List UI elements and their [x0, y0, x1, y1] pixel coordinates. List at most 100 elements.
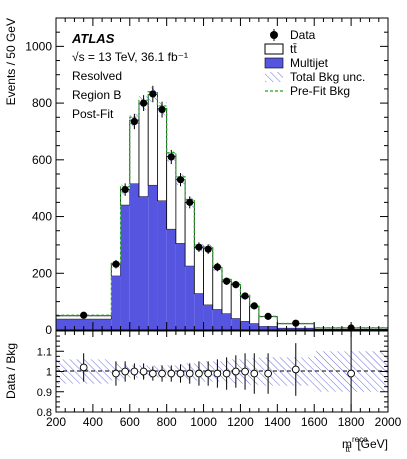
main-plot-panel: 0 200 400 600 800 1000 Events / 50 GeV: [4, 17, 389, 337]
legend-label-prefit: Pre-Fit Bkg: [290, 84, 350, 98]
data-point: [158, 106, 166, 114]
x-tick-label: 400: [83, 415, 103, 429]
ratio-point: [264, 369, 272, 378]
ttbar-bar: [166, 156, 177, 230]
ratio-y-axis-label: Data / Bkg: [4, 343, 18, 399]
ratio-y-tick-label: 1: [46, 367, 52, 379]
data-point: [167, 153, 175, 161]
data-point: [121, 186, 129, 194]
ttbar-bar: [138, 102, 149, 198]
multijet-bar: [157, 200, 167, 330]
data-point: [292, 319, 300, 327]
multijet-bar: [203, 305, 213, 330]
prefit-line: [56, 91, 388, 330]
ttbar-bar: [193, 247, 204, 295]
ttbar-bar: [240, 296, 251, 322]
ratio-point: [213, 369, 222, 378]
y-tick-label: 1000: [25, 39, 52, 53]
legend-entry-data: Data: [270, 28, 316, 42]
ttbar-bar: [129, 119, 140, 185]
multijet-bar: [185, 266, 195, 330]
legend-entry-ttbar: tt̄: [264, 42, 297, 56]
multijet-bar: [249, 323, 259, 330]
multijet-bar: [212, 309, 222, 330]
ratio-x-ticks: 200 400 600 800 1000 1200 1400 1600 1800 2000: [46, 331, 402, 429]
x-axis-label: mreco tt̄ [GeV]: [342, 435, 388, 454]
y-tick-label: 400: [32, 210, 52, 224]
x-tick-label: 1200: [227, 415, 254, 429]
legend: Data tt̄ Multijet Total Bkg unc. Pre-Fit…: [264, 28, 365, 98]
legend-entry-multijet: Multijet: [264, 56, 329, 70]
ratio-point: [79, 363, 88, 372]
ratio-y-tick-label: 0.8: [37, 407, 52, 419]
legend-label-unc: Total Bkg unc.: [290, 70, 365, 84]
main-y-axis-label: Events / 50 GeV: [4, 18, 18, 105]
legend-label-ttbar: tt̄: [290, 42, 297, 56]
atlas-label-block: ATLAS √s = 13 TeV, 36.1 fb⁻¹ Resolved Re…: [71, 31, 188, 121]
ttbar-bar: [212, 267, 223, 310]
ratio-point: [139, 367, 148, 376]
ratio-point: [167, 369, 176, 378]
multijet-bar: [175, 243, 186, 330]
multijet-bar: [166, 229, 176, 330]
ratio-point: [250, 369, 259, 378]
x-axis-label-sub: tt̄: [346, 445, 351, 454]
energy-lumi-label: √s = 13 TeV, 36.1 fb⁻¹: [72, 50, 188, 64]
ratio-point: [231, 367, 240, 376]
x-axis-label-unit: [GeV]: [354, 437, 388, 451]
ttbar-bar: [184, 201, 195, 267]
ratio-point: [112, 369, 120, 378]
annotation-region: Region B: [72, 88, 121, 102]
ratio-point: [195, 369, 203, 378]
multijet-bar: [129, 183, 139, 330]
x-axis-label-main: m: [342, 437, 352, 451]
ratio-point: [222, 369, 231, 378]
ttbar-bar: [147, 94, 158, 186]
annotation-postfit: Post-Fit: [72, 107, 114, 121]
multijet-bar: [111, 276, 121, 330]
x-tick-label: 600: [120, 415, 140, 429]
legend-label-data: Data: [290, 28, 316, 42]
x-tick-label: 1800: [338, 415, 365, 429]
prefit-step-line: [56, 91, 388, 330]
data-points: [80, 85, 355, 332]
experiment-label: ATLAS: [71, 31, 115, 46]
y-tick-label: 0: [45, 323, 52, 337]
data-point: [250, 302, 258, 310]
ratio-point: [158, 369, 166, 378]
data-point: [149, 90, 157, 98]
main-x-ticks: [55, 18, 389, 330]
main-y-ticks: 0 200 400 600 800 1000: [25, 17, 388, 337]
ttbar-bar: [157, 108, 168, 202]
legend-unc-swatch: [265, 72, 283, 82]
ratio-y-ticks: 0.8 0.9 1 1.1: [37, 335, 388, 419]
ratio-point: [130, 367, 139, 376]
data-point: [130, 117, 138, 126]
multijet-bar: [120, 205, 130, 330]
data-point: [204, 245, 212, 253]
ttbar-bar: [203, 247, 214, 306]
multijet-bar: [56, 319, 112, 330]
legend-entry-unc: Total Bkg unc.: [265, 70, 365, 84]
x-tick-label: 1000: [190, 415, 217, 429]
data-point: [223, 277, 231, 285]
x-tick-label: 800: [157, 415, 177, 429]
data-point: [140, 99, 148, 107]
legend-multijet-swatch: [264, 57, 284, 69]
data-point: [186, 198, 194, 206]
multijet-bar: [222, 313, 232, 330]
multijet-bar: [148, 185, 158, 330]
ratio-point: [291, 365, 300, 374]
data-point: [241, 292, 249, 300]
data-point: [232, 281, 240, 289]
x-tick-label: 1600: [301, 415, 328, 429]
ratio-point: [176, 369, 185, 378]
multijet-bar: [139, 196, 149, 330]
ratio-plot-panel: 0.8 0.9 1 1.1 200 400 600 800 1000 1200 1400 1600 1…: [4, 330, 402, 429]
legend-ttbar-swatch: [264, 43, 284, 55]
ttbar-bar: [221, 280, 232, 315]
y-tick-label: 200: [32, 266, 52, 280]
data-point: [176, 176, 185, 184]
ratio-point: [241, 367, 249, 376]
